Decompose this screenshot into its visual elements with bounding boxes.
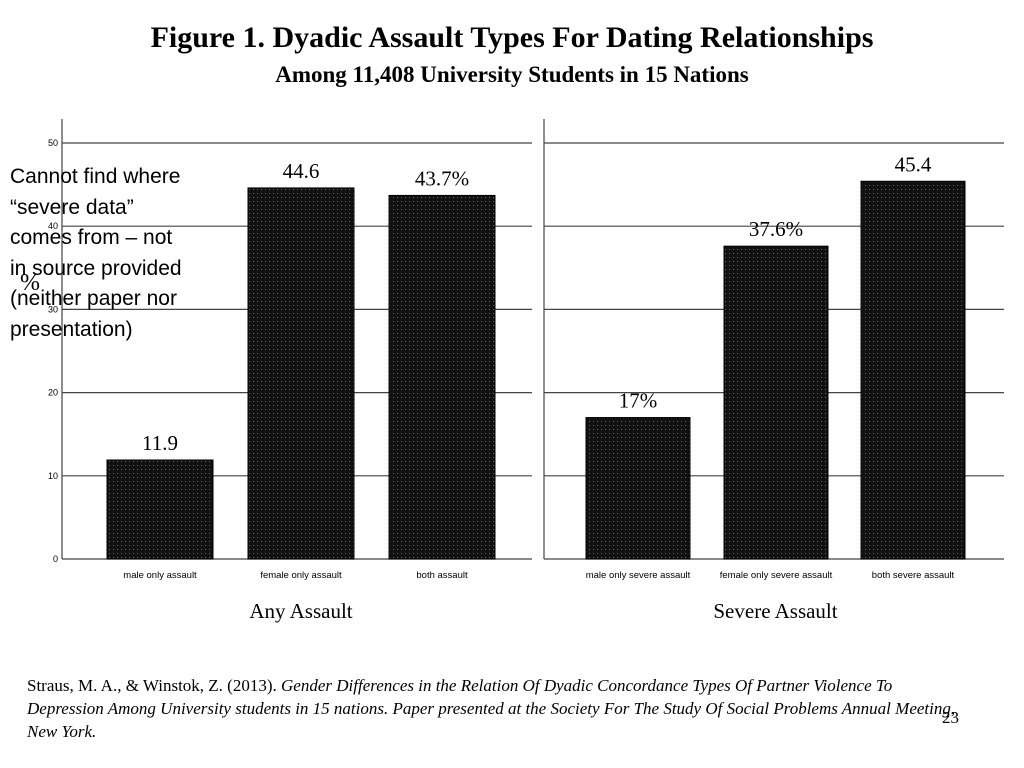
y-tick-label: 50: [48, 138, 58, 148]
speaker-note: Cannot find where “severe data” comes fr…: [10, 165, 182, 341]
bar: [860, 180, 966, 560]
x-axis-title: Any Assault: [249, 599, 352, 623]
citation-authors: Straus, M. A., & Winstok, Z. (2013).: [27, 676, 282, 695]
x-tick-label: both severe assault: [872, 570, 955, 581]
chart-title: Figure 1. Dyadic Assault Types For Datin…: [150, 21, 874, 54]
data-label: 43.7%: [415, 166, 469, 190]
y-axis-title: %: [20, 270, 40, 296]
chart-subtitle: Among 11,408 University Students in 15 N…: [275, 62, 749, 87]
bar: [106, 459, 214, 560]
x-axis-title: Severe Assault: [713, 599, 837, 623]
data-label: 37.6%: [749, 217, 803, 241]
x-tick-label: female only severe assault: [720, 570, 833, 581]
x-tick-label: male only assault: [123, 570, 197, 581]
citation: Straus, M. A., & Winstok, Z. (2013). Gen…: [27, 674, 957, 743]
data-label: 44.6: [283, 159, 320, 183]
page-number: 23: [942, 708, 959, 727]
bar: [388, 194, 496, 560]
data-label: 11.9: [142, 431, 178, 455]
x-tick-label: both assault: [416, 570, 468, 581]
bar: [723, 245, 829, 560]
y-tick-label: 20: [48, 388, 58, 398]
x-tick-label: male only severe assault: [586, 570, 691, 581]
y-tick-label: 10: [48, 471, 58, 481]
data-label: 45.4: [895, 152, 932, 176]
bar: [585, 417, 691, 560]
bar: [247, 187, 355, 560]
y-tick-label: 0: [53, 554, 58, 564]
citation-title: Gender Differences in the Relation Of Dy…: [27, 676, 956, 741]
y-tick-label: 30: [48, 304, 58, 314]
x-tick-label: female only assault: [260, 570, 342, 581]
data-label: 17%: [619, 389, 658, 413]
y-tick-label: 40: [48, 221, 58, 231]
